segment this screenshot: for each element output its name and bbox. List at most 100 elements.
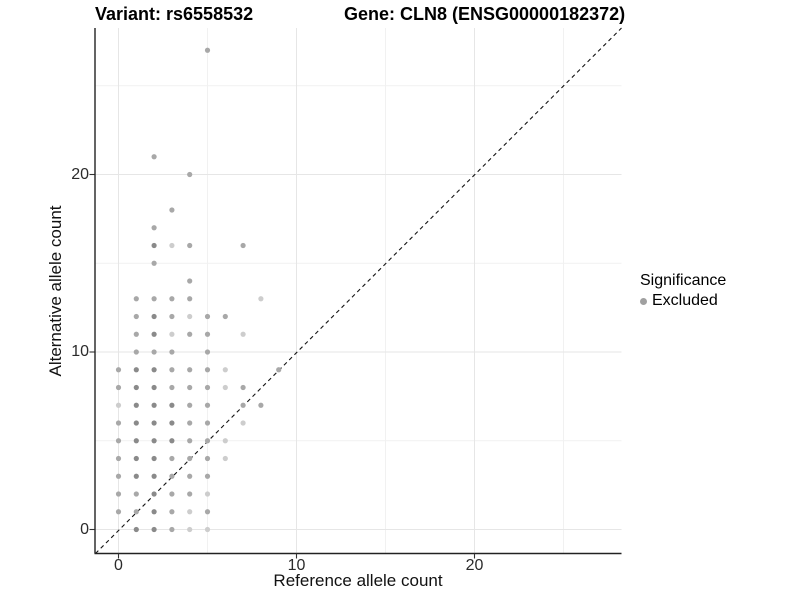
data-point xyxy=(151,225,157,231)
data-point xyxy=(187,438,193,444)
data-point xyxy=(169,331,175,337)
data-point xyxy=(187,420,193,426)
data-point xyxy=(187,402,193,408)
excluded-point-icon xyxy=(640,297,647,305)
data-point xyxy=(133,402,139,408)
data-point xyxy=(187,296,193,302)
data-point xyxy=(204,420,211,426)
data-point xyxy=(133,331,139,337)
x-tick-label: 0 xyxy=(114,557,123,574)
data-point xyxy=(258,296,264,302)
data-point xyxy=(187,455,193,462)
data-point xyxy=(133,384,139,391)
data-point xyxy=(169,242,175,249)
legend-item-label: Excluded xyxy=(652,292,718,309)
data-point xyxy=(115,455,122,462)
data-point xyxy=(222,384,228,391)
data-point xyxy=(204,526,211,533)
data-point xyxy=(115,367,122,373)
y-tick-label: 20 xyxy=(71,165,89,183)
data-point xyxy=(204,455,211,462)
data-point xyxy=(169,402,175,408)
data-point xyxy=(204,349,211,355)
data-point xyxy=(169,349,175,355)
data-point xyxy=(187,384,193,391)
y-axis-title: Alternative allele count xyxy=(46,205,65,377)
data-point xyxy=(169,296,175,302)
data-point xyxy=(169,420,175,426)
data-point xyxy=(204,384,211,391)
data-point xyxy=(204,331,211,337)
data-point xyxy=(151,313,157,320)
data-point xyxy=(133,420,139,426)
data-point xyxy=(151,349,157,355)
data-point xyxy=(133,438,139,444)
data-point xyxy=(187,509,193,515)
data-point xyxy=(169,526,175,533)
data-point xyxy=(151,367,157,373)
data-point xyxy=(240,242,246,249)
data-point xyxy=(187,331,193,337)
data-point xyxy=(133,491,139,497)
data-point xyxy=(204,473,211,479)
data-point xyxy=(222,438,228,444)
data-point xyxy=(115,509,122,515)
data-point xyxy=(151,473,157,479)
data-point xyxy=(169,509,175,515)
identity-line xyxy=(95,27,622,554)
data-point xyxy=(133,526,139,533)
data-point xyxy=(133,455,139,462)
data-point xyxy=(115,491,122,497)
data-point xyxy=(151,154,157,160)
legend-title: Significance xyxy=(640,272,727,289)
data-point xyxy=(187,171,193,178)
data-point xyxy=(133,367,139,373)
data-point xyxy=(204,509,211,515)
data-point xyxy=(151,296,157,302)
data-point xyxy=(204,313,211,320)
data-point xyxy=(115,438,122,444)
data-point xyxy=(151,455,157,462)
variant-title: Variant: rs6558532 xyxy=(95,4,254,24)
data-point xyxy=(222,455,228,462)
data-point xyxy=(115,420,122,426)
data-point xyxy=(187,367,193,373)
data-point xyxy=(204,438,211,444)
data-point xyxy=(151,420,157,426)
legend-item-excluded: Excluded xyxy=(640,292,726,310)
data-point xyxy=(151,260,157,266)
data-point xyxy=(151,491,157,497)
data-point xyxy=(151,331,157,337)
data-point xyxy=(169,313,175,320)
data-point xyxy=(133,509,139,515)
data-point xyxy=(169,455,175,462)
data-point xyxy=(204,47,211,53)
data-point xyxy=(258,402,264,408)
data-point xyxy=(169,491,175,497)
data-point xyxy=(187,473,193,479)
legend: Significance Excluded xyxy=(640,272,726,310)
data-point xyxy=(222,313,228,320)
data-point xyxy=(151,438,157,444)
x-tick-label: 10 xyxy=(287,557,306,574)
data-point xyxy=(240,331,246,337)
data-point xyxy=(133,473,139,479)
data-point xyxy=(133,296,139,302)
data-point xyxy=(151,402,157,408)
data-point xyxy=(222,367,228,373)
data-point xyxy=(187,491,193,497)
x-tick-label: 20 xyxy=(465,557,484,574)
data-point xyxy=(133,349,139,355)
data-point xyxy=(204,402,211,408)
data-point xyxy=(115,384,122,391)
data-point xyxy=(169,473,175,479)
data-point xyxy=(187,278,193,284)
gene-title: Gene: CLN8 (ENSG00000182372) xyxy=(344,4,626,24)
x-axis-title: Reference allele count xyxy=(273,571,443,590)
data-point xyxy=(169,207,175,213)
data-point xyxy=(204,491,211,497)
data-point xyxy=(169,438,175,444)
data-point xyxy=(240,384,246,391)
